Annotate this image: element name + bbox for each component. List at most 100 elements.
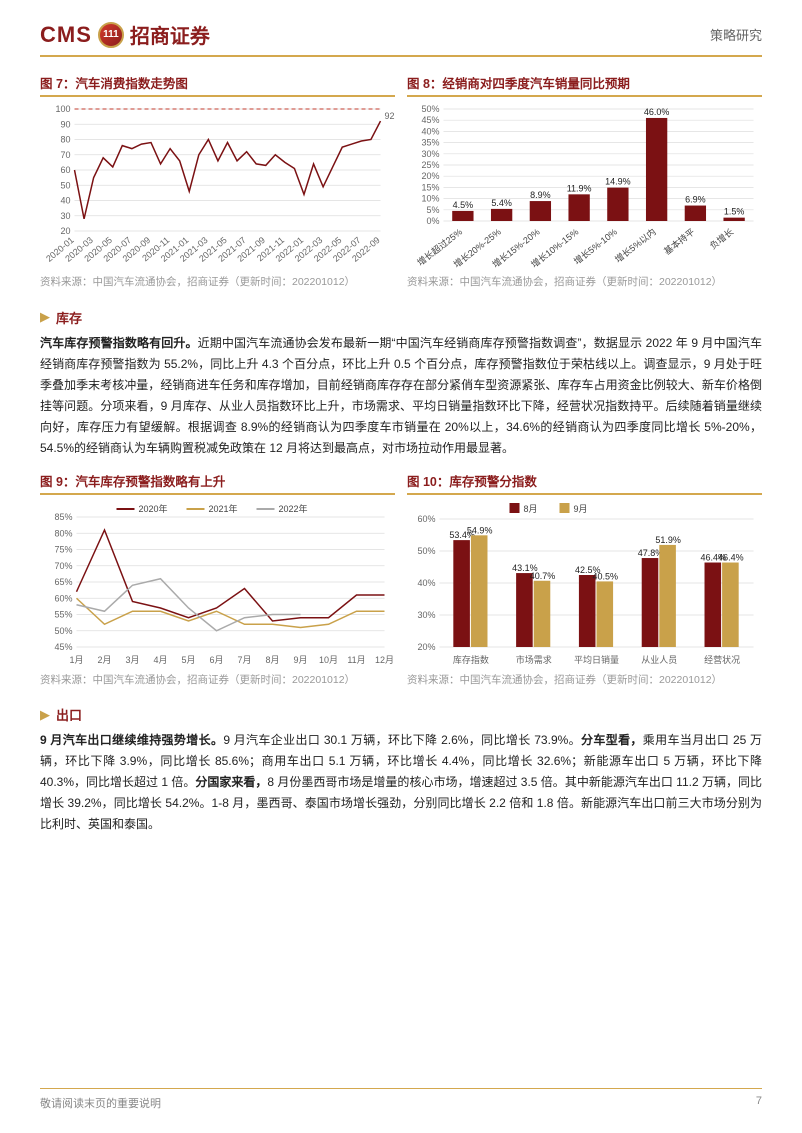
svg-text:5月: 5月 [181,655,195,665]
svg-text:0%: 0% [426,216,439,226]
page-footer: 敬请阅读末页的重要说明 7 [40,1088,762,1111]
svg-text:12月: 12月 [375,655,394,665]
svg-text:7月: 7月 [237,655,251,665]
svg-text:50%: 50% [54,625,72,635]
svg-text:46.4%: 46.4% [718,552,744,562]
svg-text:库存指数: 库存指数 [453,654,489,665]
svg-text:50%: 50% [417,546,435,556]
svg-text:2020年: 2020年 [139,503,168,514]
svg-text:85%: 85% [54,512,72,522]
fig7-title: 图 7：汽车消费指数走势图 [40,71,395,97]
svg-text:25%: 25% [421,160,439,170]
section-export-text: 9 月汽车出口继续维持强势增长。9 月汽车企业出口 30.1 万辆，环比下降 2… [40,730,762,835]
fig10-chart: 20%30%40%50%60%8月9月53.4%54.9%库存指数43.1%40… [407,499,762,669]
fig8-col: 图 8：经销商对四季度汽车销量同比预期 0%5%10% 15%20%25%30%3… [407,71,762,300]
page-number: 7 [756,1095,762,1111]
svg-text:40%: 40% [417,578,435,588]
svg-text:20%: 20% [417,642,435,652]
svg-text:70%: 70% [54,560,72,570]
svg-text:45%: 45% [54,642,72,652]
svg-text:9月: 9月 [574,504,588,514]
section-export-label: 出口 [56,705,82,724]
svg-text:54.9%: 54.9% [467,525,493,535]
section-export-marker: ▶ 出口 [40,705,762,724]
section-inventory-text: 汽车库存预警指数略有回升。近期中国汽车流通协会发布最新一期“中国汽车经销商库存预… [40,333,762,459]
svg-text:经营状况: 经营状况 [704,654,740,665]
svg-text:35%: 35% [421,138,439,148]
svg-text:增长5%-10%: 增长5%-10% [571,226,619,267]
fig-row-9-10: 图 9：汽车库存预警指数略有上升 45% 50% 55% 60% 65% 70% 75% 80… [40,469,762,698]
svg-text:1.5%: 1.5% [724,207,745,217]
svg-text:11月: 11月 [347,655,365,665]
svg-text:75%: 75% [54,544,72,554]
svg-text:15%: 15% [421,182,439,192]
brand-zh-text: 招商证券 [130,20,210,49]
svg-text:80%: 80% [54,528,72,538]
svg-text:65%: 65% [54,577,72,587]
svg-text:55%: 55% [54,609,72,619]
fig-row-7-8: 图 7：汽车消费指数走势图 20304050607080901002020-01… [40,71,762,300]
fig7-chart: 20304050607080901002020-012020-032020-05… [40,101,395,271]
svg-text:30%: 30% [421,149,439,159]
svg-text:5.4%: 5.4% [491,198,512,208]
svg-text:46.0%: 46.0% [644,107,670,117]
svg-text:从业人员: 从业人员 [641,655,677,665]
brand-logo-icon: 111 [98,22,124,48]
arrow-icon: ▶ [40,309,50,325]
svg-text:6月: 6月 [209,655,223,665]
page-header: CMS 111 招商证券 策略研究 [40,20,762,57]
svg-text:11.9%: 11.9% [567,183,592,193]
fig7-col: 图 7：汽车消费指数走势图 20304050607080901002020-01… [40,71,395,300]
brand-block: CMS 111 招商证券 [40,20,210,49]
svg-text:30%: 30% [417,610,435,620]
svg-text:14.9%: 14.9% [605,177,631,187]
fig10-source: 资料来源：中国汽车流通协会，招商证券（更新时间：202201012） [407,674,762,688]
fig9-source: 资料来源：中国汽车流通协会，招商证券（更新时间：202201012） [40,674,395,688]
svg-text:50: 50 [60,180,70,190]
svg-text:40: 40 [60,196,70,206]
fig9-col: 图 9：汽车库存预警指数略有上升 45% 50% 55% 60% 65% 70% 75% 80… [40,469,395,698]
fig10-title: 图 10：库存预警分指数 [407,469,762,495]
svg-text:4.5%: 4.5% [453,200,474,210]
svg-text:5%: 5% [426,205,439,215]
svg-text:增长5%以内: 增长5%以内 [612,226,657,265]
header-category: 策略研究 [710,25,762,44]
svg-text:2月: 2月 [97,655,111,665]
fig7-source: 资料来源：中国汽车流通协会，招商证券（更新时间：202201012） [40,276,395,290]
svg-text:60%: 60% [54,593,72,603]
svg-text:45%: 45% [421,115,439,125]
svg-text:8.9%: 8.9% [530,190,551,200]
fig8-title: 图 8：经销商对四季度汽车销量同比预期 [407,71,762,97]
svg-text:60: 60 [60,165,70,175]
svg-text:51.9%: 51.9% [655,535,681,545]
svg-text:70: 70 [60,150,70,160]
section-inventory-label: 库存 [56,308,82,327]
svg-text:100: 100 [55,104,70,114]
fig9-chart: 45%50%55%60%65%70%75%80%85%1月2月3月4月5月6月7… [40,499,395,669]
svg-text:80: 80 [60,135,70,145]
svg-text:60%: 60% [417,514,435,524]
svg-text:2021年: 2021年 [209,503,238,514]
section-inventory-marker: ▶ 库存 [40,308,762,327]
svg-text:92.1: 92.1 [385,111,396,121]
arrow-icon: ▶ [40,707,50,723]
svg-text:8月: 8月 [265,655,279,665]
svg-text:平均日销量: 平均日销量 [574,654,619,665]
svg-text:40%: 40% [421,126,439,136]
svg-text:40.7%: 40.7% [530,570,556,580]
svg-text:4月: 4月 [153,655,167,665]
fig9-title: 图 9：汽车库存预警指数略有上升 [40,469,395,495]
svg-text:市场需求: 市场需求 [516,654,552,665]
fig10-col: 图 10：库存预警分指数 20%30%40%50%60%8月9月53.4%54.… [407,469,762,698]
svg-text:90: 90 [60,119,70,129]
svg-text:6.9%: 6.9% [685,195,706,205]
svg-text:基本持平: 基本持平 [661,226,696,257]
brand-cms-text: CMS [40,22,92,48]
svg-text:10%: 10% [421,194,439,204]
svg-text:30: 30 [60,211,70,221]
svg-text:9月: 9月 [293,655,307,665]
fig8-source: 资料来源：中国汽车流通协会，招商证券（更新时间：202201012） [407,276,762,290]
svg-text:20%: 20% [421,171,439,181]
svg-text:2022年: 2022年 [279,503,308,514]
svg-text:10月: 10月 [319,655,338,665]
